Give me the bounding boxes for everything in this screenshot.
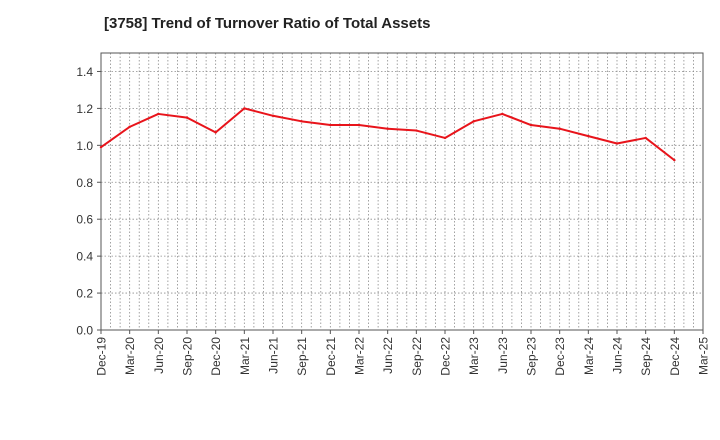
data-point: [558, 127, 561, 130]
data-point: [529, 123, 533, 127]
x-tick-label: Mar-25: [697, 337, 711, 375]
data-point: [214, 131, 217, 134]
data-point: [472, 120, 475, 123]
data-point: [386, 127, 389, 130]
x-tick-label: Jun-24: [611, 337, 625, 374]
y-tick-label: 0.4: [76, 250, 93, 264]
data-point: [644, 136, 647, 140]
x-tick-label: Sep-24: [639, 337, 653, 376]
series-layer: [99, 107, 676, 162]
data-point: [357, 123, 361, 127]
x-tick-label: Dec-21: [324, 337, 338, 376]
data-point: [271, 114, 275, 117]
x-tick-label: Jun-22: [381, 337, 395, 374]
x-tick-label: Sep-23: [525, 337, 539, 376]
data-point: [443, 136, 447, 140]
x-tick-label: Jun-20: [152, 337, 166, 374]
y-tick-label: 1.2: [76, 102, 93, 116]
data-point: [615, 142, 619, 145]
data-point: [300, 120, 303, 123]
y-tick-label: 0.0: [76, 324, 93, 338]
data-point: [329, 123, 332, 127]
data-point: [415, 129, 418, 132]
x-tick-label: Mar-23: [467, 337, 481, 375]
x-tick-label: Dec-22: [439, 337, 453, 376]
data-point: [673, 158, 676, 162]
data-point: [128, 125, 131, 129]
y-tick-label: 1.4: [76, 65, 93, 79]
plot-area-frame: [100, 52, 704, 331]
x-tick-label: Dec-23: [553, 337, 567, 376]
x-tick-label: Sep-20: [181, 337, 195, 376]
x-tick-label: Jun-21: [267, 337, 281, 374]
data-point: [587, 134, 590, 138]
x-tick-label: Mar-24: [582, 337, 596, 375]
data-point: [501, 112, 504, 116]
y-tick-label: 0.2: [76, 287, 93, 301]
x-tick-label: Sep-21: [295, 337, 309, 376]
x-tick-label: Jun-23: [496, 337, 510, 374]
x-tick-label: Mar-21: [238, 337, 252, 375]
x-tick-label: Sep-22: [410, 337, 424, 376]
axis-layer: 0.0 0.2 0.4 0.6 0.8 1.0 1.2 1.4 Dec-19 Mar-20 Jun-…: [76, 65, 710, 376]
chart-title: [3758] Trend of Turnover Ratio of Total …: [104, 15, 431, 32]
y-tick-label: 0.8: [76, 176, 93, 190]
grid-layer: [101, 53, 703, 330]
data-point: [99, 145, 103, 149]
x-tick-label: Mar-22: [353, 337, 367, 375]
x-tick-label: Dec-20: [209, 337, 223, 376]
data-point: [185, 116, 189, 119]
x-tick-label: Mar-20: [123, 337, 137, 375]
data-point: [157, 112, 160, 116]
data-point: [243, 107, 246, 110]
x-tick-label: Dec-24: [668, 337, 682, 376]
y-tick-label: 0.6: [76, 213, 93, 227]
x-tick-label: Dec-19: [95, 337, 109, 376]
y-tick-label: 1.0: [76, 139, 93, 153]
